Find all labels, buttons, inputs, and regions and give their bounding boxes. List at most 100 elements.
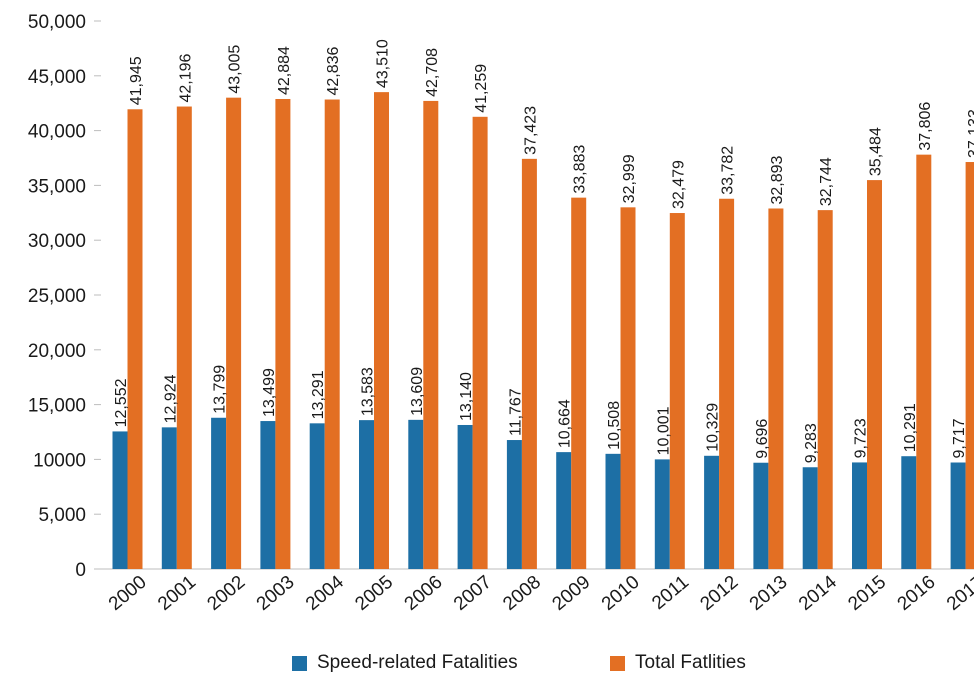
data-label-speed: 10,664 [557,399,574,448]
data-label-speed: 9,723 [853,418,870,458]
x-tick-label: 2016 [894,572,940,615]
x-tick-label: 2007 [450,572,496,615]
bar-total [521,158,537,569]
bar-total [275,98,291,569]
bar-total [176,106,192,570]
bar-speed [506,440,522,569]
data-label-total: 42,708 [424,48,441,97]
y-tick-label: 5,000 [38,505,86,526]
x-tick-label: 2012 [696,572,742,615]
bar-speed [950,462,966,569]
data-label-speed: 13,499 [261,368,278,417]
bar-speed [802,467,818,569]
bar-total [324,99,340,569]
x-tick-label: 2004 [302,571,348,615]
data-label-speed: 12,924 [162,374,179,423]
data-label-total: 42,884 [276,46,293,95]
data-label-speed: 10,291 [902,403,919,452]
y-tick-label: 45,000 [28,67,86,88]
data-label-total: 32,893 [769,155,786,204]
x-tick-label: 2010 [598,572,644,615]
bar-speed [556,452,572,569]
bar-total [127,109,143,569]
bar-total [226,97,242,570]
bar-total [472,116,488,569]
y-tick-label: 15,000 [28,396,86,417]
x-tick-label: 2015 [844,572,890,615]
x-tick-label: 2009 [549,572,595,615]
bar-total [719,198,735,570]
bar-chart: 0 5,000 10000 15,000 20,000 25,000 30,000 35,00… [28,12,974,615]
x-tick-label: 2006 [401,572,447,615]
data-label-speed: 9,283 [803,423,820,463]
bar-speed [852,462,867,569]
data-label-speed: 9,696 [754,419,771,459]
legend-label-speed: Speed-related Fatalities [317,652,518,673]
y-tick-label: 10000 [33,450,86,471]
x-tick-label: 2000 [105,572,151,615]
data-label-total: 32,479 [670,160,687,209]
data-label-total: 43,005 [227,45,244,94]
bar-speed [605,453,621,569]
x-tick-label: 2013 [746,572,792,615]
data-label-total: 37,423 [522,106,539,155]
data-label-total: 37,133 [966,109,974,158]
bar-total [669,213,685,570]
x-tick-label: 2002 [203,572,249,615]
data-label-total: 35,484 [868,127,885,176]
legend-swatch-total [610,655,625,671]
data-label-total: 43,510 [375,39,392,88]
data-label-speed: 9,717 [951,418,968,458]
data-label-total: 42,196 [177,53,194,102]
legend-swatch-speed [292,655,307,671]
data-label-speed: 13,291 [310,370,327,419]
data-label-total: 32,744 [818,157,835,206]
data-label-total: 32,999 [621,154,638,203]
data-labels-group: 12,552 41,945 12,924 42,196 13,799 43,005 13,4… [113,39,974,463]
data-label-speed: 10,329 [705,403,722,452]
data-label-speed: 12,552 [113,378,130,427]
y-tick-label: 0 [75,560,86,581]
data-label-total: 42,836 [325,46,342,95]
x-tick-label: 2014 [795,571,841,615]
data-label-speed: 13,140 [458,372,475,421]
bar-total [768,208,784,569]
bar-total [817,210,833,569]
bar-speed [211,417,227,569]
bar-total [571,197,587,569]
x-axis: 2000 2001 2002 2003 2004 2005 2006 2007 2008 2009… [105,571,974,615]
data-label-speed: 13,583 [360,367,377,416]
data-label-speed: 13,609 [409,367,426,416]
legend-item-total: Total Fatlities [610,652,746,674]
bar-speed [704,455,720,569]
x-tick-label: 2008 [499,572,545,615]
bar-speed [753,462,769,569]
bar-speed [654,459,670,569]
x-tick-label: 2001 [154,572,200,615]
legend-item-speed: Speed-related Fatalities [292,652,518,674]
bar-speed [112,431,128,569]
data-label-speed: 10,508 [606,401,623,450]
y-tick-label: 35,000 [28,176,86,197]
data-label-speed: 11,767 [507,388,524,436]
bar-total [620,207,636,569]
bar-total [867,180,882,569]
y-tick-label: 30,000 [28,231,86,252]
data-label-total: 33,782 [720,146,737,195]
legend: Speed-related Fatalities Total Fatlities [0,652,974,676]
x-tick-label: 2005 [351,572,397,615]
bar-total [423,100,439,569]
bar-speed [457,424,473,569]
bar-speed [260,421,276,569]
data-label-total: 41,259 [473,64,490,113]
bars-group [112,92,974,570]
bar-speed [408,419,424,569]
bar-total [916,154,932,569]
data-label-total: 33,883 [572,145,589,194]
data-label-speed: 10,001 [655,406,672,455]
y-tick-label: 50,000 [28,12,86,33]
bar-speed [901,456,917,569]
bar-speed [359,420,374,569]
x-tick-label: 2017 [943,572,974,615]
data-label-total: 41,945 [128,56,145,105]
